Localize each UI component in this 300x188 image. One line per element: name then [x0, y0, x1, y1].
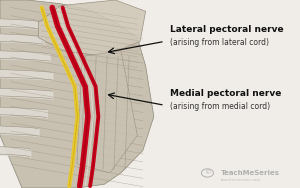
- Text: ©: ©: [204, 171, 211, 175]
- Text: (arising from lateral cord): (arising from lateral cord): [170, 38, 269, 47]
- Text: Medial pectoral nerve: Medial pectoral nerve: [170, 89, 282, 98]
- Polygon shape: [77, 51, 137, 173]
- Text: teachmeseries.com: teachmeseries.com: [221, 178, 262, 183]
- Text: TeachMeSeries: TeachMeSeries: [221, 170, 280, 176]
- Text: Lateral pectoral nerve: Lateral pectoral nerve: [170, 25, 284, 34]
- Polygon shape: [38, 0, 146, 56]
- Polygon shape: [0, 0, 154, 188]
- Text: (arising from medial cord): (arising from medial cord): [170, 102, 271, 111]
